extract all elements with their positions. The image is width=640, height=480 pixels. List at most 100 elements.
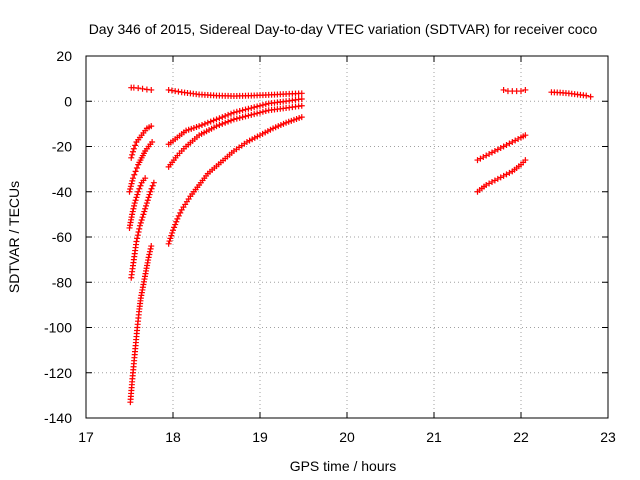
- data-point: [131, 171, 138, 178]
- data-point: [216, 115, 223, 122]
- data-point: [298, 102, 305, 109]
- data-point: [168, 232, 175, 239]
- data-point: [500, 86, 507, 93]
- y-tick-label: -80: [52, 274, 72, 290]
- data-point: [175, 212, 182, 219]
- x-tick-label: 23: [600, 429, 616, 445]
- data-point: [143, 202, 150, 209]
- data-point: [298, 95, 305, 102]
- data-point: [150, 179, 157, 186]
- data-point: [257, 132, 263, 139]
- data-point: [132, 197, 139, 204]
- x-tick-labels: 17 18 19 20 21 22 23: [78, 429, 616, 445]
- data-point: [248, 105, 255, 112]
- data-point: [131, 200, 138, 207]
- data-point: [254, 133, 261, 140]
- data-point: [130, 145, 137, 152]
- chart-title: Day 346 of 2015, Sidereal Day-to-day VTE…: [89, 21, 598, 37]
- data-point: [142, 175, 149, 182]
- data-point: [137, 182, 144, 189]
- data-point: [172, 221, 179, 228]
- data-point: [254, 110, 261, 117]
- data-point: [135, 188, 142, 195]
- data-point: [243, 138, 250, 145]
- data-point: [142, 205, 149, 212]
- data-point: [522, 157, 529, 164]
- data-point: [134, 191, 141, 198]
- data-point: [259, 108, 266, 115]
- y-tick-label: -100: [44, 320, 72, 336]
- data-point: [126, 188, 133, 195]
- data-point: [298, 114, 305, 121]
- data-point: [522, 86, 529, 93]
- data-point: [288, 117, 295, 124]
- data-point: [127, 183, 134, 190]
- data-point: [143, 200, 150, 207]
- data-point: [145, 194, 152, 201]
- data-point: [213, 123, 220, 130]
- axis-ticks: [85, 55, 609, 419]
- data-point: [177, 209, 184, 216]
- data-point: [251, 134, 258, 141]
- data-point: [277, 122, 284, 129]
- data-point: [129, 151, 136, 158]
- data-point: [147, 188, 154, 195]
- data-point: [193, 124, 200, 131]
- data-point: [242, 113, 249, 120]
- data-point: [207, 118, 214, 125]
- data-point: [254, 103, 261, 110]
- y-tick-label: 0: [64, 93, 72, 109]
- data-point: [259, 102, 266, 109]
- data-point: [183, 127, 190, 134]
- data-point: [204, 119, 211, 126]
- data-point: [146, 251, 153, 258]
- data-point: [132, 168, 139, 175]
- data-point: [283, 119, 290, 126]
- data-point: [134, 235, 141, 242]
- data-point: [129, 148, 136, 155]
- data-point: [219, 114, 226, 121]
- data-point: [518, 88, 524, 95]
- data-point: [228, 110, 234, 117]
- data-point: [245, 112, 252, 119]
- data-point: [264, 128, 271, 135]
- data-point: [148, 243, 155, 250]
- data-point: [262, 101, 269, 108]
- data-point: [146, 248, 153, 255]
- data-point: [138, 217, 145, 224]
- data-point: [275, 123, 282, 130]
- data-point: [129, 211, 136, 218]
- data-point: [233, 108, 240, 115]
- data-point: [129, 175, 136, 182]
- data-point: [135, 229, 142, 236]
- data-point: [167, 235, 174, 242]
- y-tick-label: -120: [44, 365, 72, 381]
- data-point: [290, 116, 297, 123]
- y-tick-label: -60: [52, 229, 72, 245]
- data-point: [257, 109, 263, 116]
- data-point: [298, 90, 305, 97]
- data-point: [136, 225, 143, 232]
- data-point: [228, 117, 234, 124]
- data-point: [249, 136, 256, 143]
- data-point: [201, 120, 208, 127]
- data-point: [145, 254, 152, 261]
- data-point: [257, 102, 263, 109]
- data-point: [165, 240, 172, 247]
- y-axis-label: SDTVAR / TECUs: [6, 181, 22, 293]
- data-point: [139, 214, 146, 221]
- data-point: [216, 122, 223, 129]
- data-point: [141, 208, 148, 215]
- data-point: [132, 142, 139, 149]
- data-point: [210, 117, 217, 124]
- data-point: [169, 229, 176, 236]
- y-tick-label: 20: [56, 48, 72, 64]
- data-point: [188, 125, 195, 132]
- data-point: [149, 138, 156, 145]
- data-point: [139, 85, 146, 92]
- data-point: [267, 126, 274, 133]
- data-point: [225, 111, 232, 118]
- data-point: [213, 116, 220, 123]
